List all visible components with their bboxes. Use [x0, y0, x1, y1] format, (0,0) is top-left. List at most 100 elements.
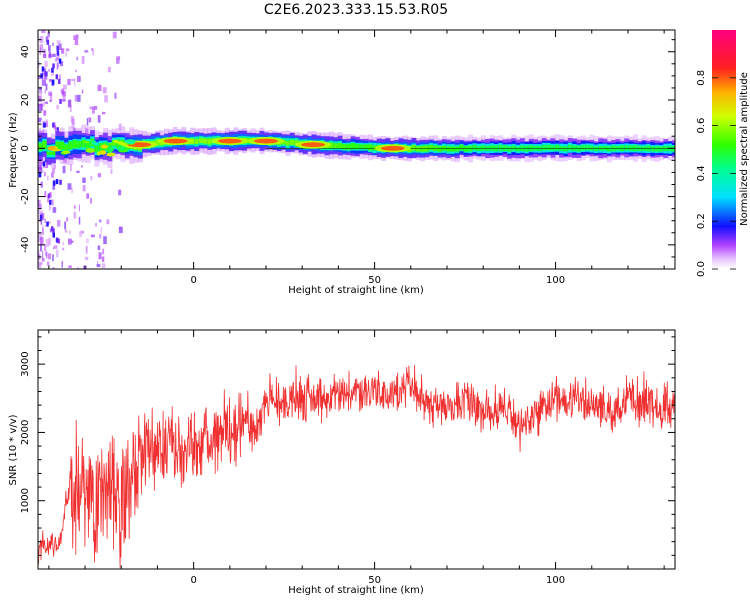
- heatmap-speckle: [86, 118, 89, 126]
- heatmap-speckle: [102, 256, 105, 262]
- heatmap-speckle: [118, 123, 122, 131]
- heatmap-speckle: [52, 122, 55, 128]
- heatmap-speckle: [90, 176, 93, 181]
- snr-x-ticks: 0 50 100: [48, 330, 665, 586]
- heatmap-speckle: [45, 101, 48, 104]
- heatmap-speckle: [44, 191, 47, 197]
- heatmap-speckle: [42, 129, 45, 134]
- heatmap-speckle: [58, 64, 60, 67]
- heatmap-speckle: [48, 51, 52, 57]
- heatmap-speckle: [100, 227, 102, 233]
- heatmap-speckle: [45, 71, 48, 77]
- heatmap-band-cell: [207, 138, 213, 145]
- heatmap-speckle: [56, 127, 59, 133]
- heatmap-speckle: [41, 66, 45, 72]
- x-tick-label: 0: [190, 275, 196, 286]
- heatmap-speckle: [55, 74, 59, 80]
- heatmap-speckle: [41, 78, 44, 86]
- heatmap-speckle: [76, 170, 80, 173]
- heatmap-speckle: [97, 173, 102, 178]
- heatmap-speckle: [69, 230, 71, 235]
- heatmap-speckle: [51, 53, 56, 57]
- heatmap-speckle: [97, 261, 99, 265]
- heatmap-speckle: [79, 231, 82, 238]
- heatmap-speckle: [67, 78, 71, 86]
- heatmap-speckle: [62, 99, 66, 102]
- heatmap-speckle: [46, 221, 49, 227]
- heatmap-band-cell: [437, 146, 443, 152]
- heatmap-band-cell: [554, 144, 560, 151]
- heatmap-speckle: [38, 239, 40, 243]
- heatmap-speckle: [51, 79, 55, 85]
- y-tick-label: 2000: [20, 420, 31, 445]
- heatmap-speckle: [81, 165, 83, 168]
- heatmap-speckle: [59, 179, 62, 185]
- heatmap-speckle: [52, 254, 54, 262]
- heatmap-band-cell: [576, 145, 582, 152]
- heatmap-speckle: [44, 156, 48, 162]
- heatmap-speckle: [62, 91, 66, 97]
- heatmap-speckle: [39, 44, 44, 52]
- heatmap-band-cell: [498, 144, 504, 151]
- heatmap-speckle: [38, 167, 43, 174]
- y-tick-label: 0: [20, 145, 31, 151]
- heatmap-band-cell: [289, 139, 295, 145]
- heatmap-speckle: [92, 49, 94, 56]
- heatmap-speckle: [92, 106, 95, 114]
- heatmap-band-cell: [81, 139, 87, 148]
- heatmap-speckle: [43, 49, 46, 57]
- heatmap-band-cell: [454, 146, 460, 152]
- heatmap-speckle: [38, 61, 40, 68]
- colorbar-label: Normalized spectral amplitude: [739, 72, 750, 226]
- heatmap-speckle: [62, 241, 64, 246]
- heatmap-speckle: [44, 60, 48, 68]
- heatmap-speckle: [45, 251, 48, 257]
- heatmap-speckle: [102, 248, 105, 255]
- heatmap-speckle: [67, 183, 72, 190]
- heatmap-speckle: [90, 197, 92, 204]
- heatmap-speckle: [107, 66, 111, 73]
- heatmap-speckle: [71, 187, 73, 194]
- heatmap-speckle: [89, 106, 93, 110]
- colorbar-gradient: [712, 30, 736, 269]
- heatmap-speckle: [43, 110, 47, 115]
- heatmap-speckle: [104, 95, 108, 103]
- heatmap-blob: [107, 142, 118, 146]
- colorbar-ticks: 0.0 0.2 0.4 0.6 0.8: [696, 70, 736, 277]
- spectrogram-y-label: Frequency (Hz): [8, 112, 19, 188]
- heatmap-blob: [107, 147, 115, 152]
- colorbar-tick-label: 0.8: [696, 70, 707, 86]
- heatmap-speckle: [42, 54, 47, 59]
- heatmap-speckle: [45, 119, 48, 123]
- heatmap-band-cell: [94, 145, 100, 152]
- heatmap-speckle: [61, 261, 63, 268]
- heatmap-speckle: [39, 237, 44, 245]
- heatmap-speckle: [90, 268, 94, 269]
- heatmap-speckle: [52, 63, 55, 69]
- heatmap-band-cell: [355, 143, 361, 150]
- heatmap-speckle: [48, 221, 51, 224]
- heatmap-speckle: [85, 245, 88, 254]
- heatmap-speckle: [38, 120, 42, 123]
- heatmap-speckle: [43, 68, 46, 76]
- heatmap-speckle: [39, 214, 43, 220]
- heatmap-speckle: [39, 127, 41, 133]
- heatmap-speckle: [38, 95, 42, 102]
- heatmap-speckle: [76, 267, 79, 269]
- heatmap-band-cell: [294, 140, 300, 146]
- heatmap-band-cell: [38, 143, 43, 151]
- heatmap-speckle: [54, 245, 58, 249]
- spectrogram-frame: [37, 29, 676, 270]
- heatmap-speckle: [60, 89, 62, 94]
- heatmap-band-cell: [346, 144, 352, 150]
- y-tick-label: -40: [20, 237, 31, 253]
- heatmap-speckle: [84, 256, 89, 260]
- heatmap-band-cell: [68, 141, 74, 150]
- heatmap-speckle: [49, 228, 52, 233]
- heatmap-speckle: [76, 94, 81, 102]
- heatmap-band-cell: [659, 146, 665, 152]
- heatmap-speckle: [44, 172, 46, 177]
- heatmap-band-cell: [415, 146, 421, 152]
- heatmap-speckle: [45, 239, 50, 247]
- heatmap-band-cell: [463, 146, 469, 152]
